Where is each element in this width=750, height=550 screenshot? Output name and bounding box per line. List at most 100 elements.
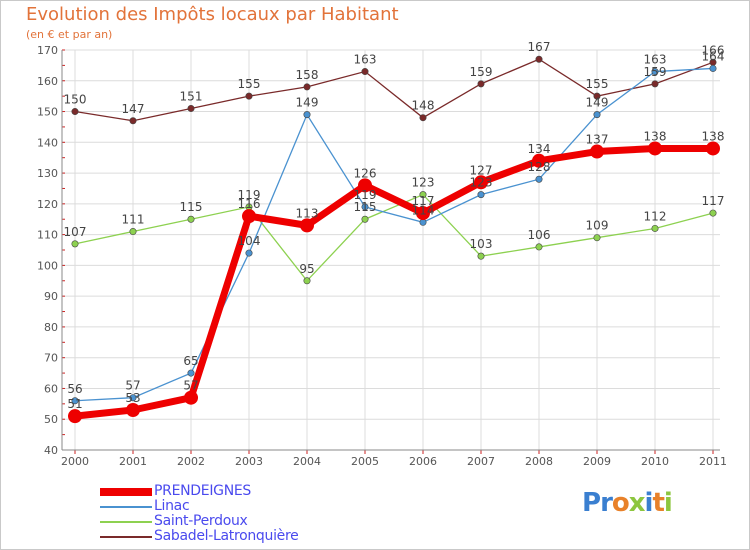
legend-item: Sabadel-Latronquière bbox=[100, 528, 420, 544]
legend-swatch bbox=[100, 521, 152, 523]
data-label: 65 bbox=[183, 354, 198, 368]
x-tick-label: 2005 bbox=[351, 455, 379, 468]
data-point bbox=[361, 203, 369, 211]
y-tick-label: 40 bbox=[44, 444, 58, 457]
x-tick-label: 2004 bbox=[293, 455, 321, 468]
plot-area bbox=[62, 50, 720, 450]
y-tick-label: 90 bbox=[44, 290, 58, 303]
y-tick-label: 120 bbox=[37, 198, 58, 211]
x-tick-label: 2006 bbox=[409, 455, 437, 468]
data-point bbox=[535, 243, 543, 251]
data-label: 112 bbox=[644, 209, 667, 223]
legend-item: PRENDEIGNES bbox=[100, 483, 420, 499]
data-label: 123 bbox=[470, 176, 493, 190]
data-label: 119 bbox=[238, 188, 261, 202]
data-point bbox=[300, 218, 314, 233]
legend-label: Saint-Perdoux bbox=[154, 513, 248, 529]
data-label: 117 bbox=[702, 194, 725, 208]
data-point bbox=[593, 92, 601, 100]
data-point bbox=[184, 390, 198, 405]
logo-letter: i bbox=[663, 488, 673, 518]
data-label: 56 bbox=[67, 382, 82, 396]
data-point bbox=[709, 64, 717, 72]
series-line-saint-perdoux bbox=[74, 193, 714, 282]
y-tick-label: 160 bbox=[37, 75, 58, 88]
x-tick-label: 2010 bbox=[641, 455, 669, 468]
data-point bbox=[419, 191, 427, 199]
y-tick-label: 140 bbox=[37, 136, 58, 149]
x-tick-label: 2009 bbox=[583, 455, 611, 468]
data-label: 166 bbox=[702, 43, 725, 57]
data-labels: 150 147 151 155 158 163 148 159 167 155 159 166 107 1… bbox=[64, 40, 725, 411]
data-label: 167 bbox=[528, 40, 551, 54]
data-label: 119 bbox=[354, 188, 377, 202]
y-tick-label: 70 bbox=[44, 352, 58, 365]
data-label: 114 bbox=[412, 203, 435, 217]
data-label: 53 bbox=[125, 391, 140, 405]
data-label: 148 bbox=[412, 99, 435, 113]
series-line-sabadel-latronqui-re bbox=[74, 58, 714, 122]
data-point bbox=[71, 397, 79, 405]
data-point bbox=[419, 114, 427, 122]
data-label: 150 bbox=[64, 93, 87, 107]
data-label: 117 bbox=[412, 194, 435, 208]
legend-item: Linac bbox=[100, 498, 420, 514]
data-point bbox=[245, 92, 253, 100]
data-point bbox=[651, 80, 659, 88]
x-tick-label: 2003 bbox=[235, 455, 263, 468]
data-label: 127 bbox=[470, 163, 493, 177]
series-line-prendeignes bbox=[71, 144, 717, 420]
data-label: 123 bbox=[412, 176, 435, 190]
data-label: 57 bbox=[183, 379, 198, 393]
data-label: 158 bbox=[296, 68, 319, 82]
series-line-linac bbox=[74, 67, 714, 402]
data-point bbox=[706, 141, 720, 156]
data-point bbox=[416, 206, 430, 221]
data-label: 137 bbox=[586, 133, 609, 147]
logo-letter: t bbox=[652, 488, 664, 518]
data-point bbox=[477, 191, 485, 199]
y-tick-label: 170 bbox=[37, 44, 58, 57]
data-point bbox=[477, 252, 485, 260]
data-point bbox=[242, 209, 256, 224]
data-label: 51 bbox=[67, 397, 82, 411]
y-tick-label: 100 bbox=[37, 259, 58, 272]
data-label: 95 bbox=[299, 262, 314, 276]
proxiti-logo: Proxiti bbox=[582, 488, 673, 518]
data-point bbox=[129, 228, 137, 236]
x-tick-label: 2011 bbox=[699, 455, 727, 468]
data-label: 109 bbox=[586, 219, 609, 233]
data-point bbox=[590, 144, 604, 159]
data-point bbox=[593, 111, 601, 119]
logo-letter: x bbox=[628, 488, 646, 518]
data-point bbox=[648, 141, 662, 156]
gridlines bbox=[62, 49, 720, 451]
data-point bbox=[535, 175, 543, 183]
axes: 40 50 60 70 80 90 100 110 120 130 140 150 160 170 2000… bbox=[37, 44, 727, 468]
data-label: 163 bbox=[644, 53, 667, 67]
data-point bbox=[303, 277, 311, 285]
data-point bbox=[245, 249, 253, 257]
data-point bbox=[474, 175, 488, 190]
data-label: 106 bbox=[528, 228, 551, 242]
chart-title: Evolution des Impôts locaux par Habitant bbox=[26, 4, 399, 25]
x-tick-label: 2008 bbox=[525, 455, 553, 468]
data-label: 159 bbox=[470, 65, 493, 79]
data-label: 159 bbox=[644, 65, 667, 79]
data-point bbox=[303, 111, 311, 119]
legend-swatch bbox=[100, 536, 152, 538]
data-point bbox=[651, 224, 659, 232]
chart-subtitle: (en € et par an) bbox=[26, 28, 113, 41]
data-label: 149 bbox=[296, 96, 319, 110]
data-label: 138 bbox=[644, 129, 667, 143]
legend-swatch bbox=[100, 506, 152, 508]
legend-label: Linac bbox=[154, 498, 190, 514]
data-point bbox=[361, 68, 369, 76]
data-label: 111 bbox=[122, 213, 145, 227]
data-point bbox=[187, 104, 195, 112]
y-tick-label: 50 bbox=[44, 413, 58, 426]
legend-label: PRENDEIGNES bbox=[154, 483, 251, 499]
data-label: 155 bbox=[238, 77, 261, 91]
data-label: 116 bbox=[238, 197, 261, 211]
